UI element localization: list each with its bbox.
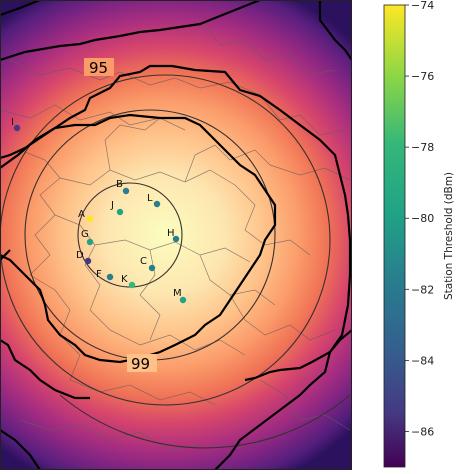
contour-95-label-bg bbox=[84, 58, 114, 76]
colorbar: −74 −76 −78 −80 −82 −84 −86 Station Threshold … bbox=[383, 0, 455, 468]
range-circle-outer bbox=[0, 74, 331, 406]
station-f-label: F bbox=[96, 269, 102, 280]
contour-99-label-bg bbox=[127, 354, 157, 372]
contour-lines bbox=[0, 0, 352, 470]
contour-95-left-stub bbox=[0, 249, 11, 261]
colorbar-tick-label: −80 bbox=[411, 212, 434, 225]
border-line bbox=[19, 419, 201, 451]
station-h-label: H bbox=[167, 228, 175, 239]
contour-95 bbox=[0, 64, 352, 382]
border-line bbox=[29, 274, 81, 381]
colorbar-bar bbox=[384, 5, 405, 467]
contour-outer-right-top bbox=[318, 0, 352, 61]
station-c-label: C bbox=[140, 256, 147, 267]
colorbar-tick-label: −84 bbox=[411, 354, 434, 367]
range-circle-lower-arc bbox=[59, 394, 351, 449]
contour-outer-corner bbox=[0, 0, 41, 17]
station-g-marker bbox=[86, 238, 94, 246]
station-k-label: K bbox=[121, 274, 128, 285]
station-i-label: I bbox=[11, 117, 14, 128]
border-line bbox=[234, 184, 311, 256]
station-j-marker bbox=[116, 208, 124, 216]
contour-99-label: 99 bbox=[131, 355, 150, 373]
station-a-marker bbox=[86, 215, 94, 223]
station-c-marker bbox=[148, 264, 156, 272]
border-line bbox=[259, 379, 351, 431]
station-b-label: B bbox=[116, 179, 123, 190]
colorbar-tick-label: −82 bbox=[411, 283, 434, 296]
colorbar-ticks: −74 −76 −78 −80 −82 −84 −86 bbox=[405, 0, 434, 438]
border-line bbox=[104, 117, 161, 171]
border-line bbox=[229, 294, 336, 341]
station-l-marker bbox=[153, 200, 161, 208]
station-l-label: L bbox=[147, 193, 153, 204]
border-line bbox=[184, 144, 271, 183]
contour-outer-top bbox=[0, 0, 261, 62]
station-a-label: A bbox=[78, 209, 85, 220]
border-line bbox=[269, 164, 351, 181]
colorbar-frame bbox=[383, 4, 406, 468]
station-b-marker bbox=[122, 187, 130, 195]
map-frame bbox=[0, 0, 352, 470]
station-markers: A B C D F G H I J K L M bbox=[11, 117, 187, 304]
range-circles bbox=[0, 74, 351, 449]
contour-99 bbox=[0, 113, 277, 364]
border-line bbox=[109, 329, 246, 356]
station-f-marker bbox=[106, 273, 114, 281]
border-line bbox=[9, 59, 261, 96]
station-k-marker bbox=[128, 281, 136, 289]
border-line bbox=[59, 169, 236, 186]
colorbar-title: Station Threshold (dBm) bbox=[443, 172, 455, 300]
border-line bbox=[54, 214, 111, 331]
station-g-label: G bbox=[81, 229, 89, 240]
station-h-marker bbox=[172, 235, 180, 243]
border-line bbox=[259, 94, 346, 136]
contour-95-label: 95 bbox=[89, 59, 108, 77]
station-d-label: D bbox=[76, 250, 84, 261]
colorbar-tick-label: −86 bbox=[411, 425, 434, 438]
station-i-marker bbox=[13, 124, 21, 132]
contour-95-bottomleft bbox=[0, 339, 90, 400]
border-line bbox=[199, 19, 336, 76]
contour-outer-bottomleft bbox=[0, 429, 41, 470]
colorbar-tick-label: −74 bbox=[411, 0, 434, 12]
colorbar-tick-label: −78 bbox=[411, 141, 434, 154]
map-area[interactable]: 95 99 A B C D F G H I J K L M bbox=[0, 0, 352, 470]
station-d-marker bbox=[84, 257, 92, 265]
contour-labels: 95 99 bbox=[84, 58, 157, 373]
station-m-label: M bbox=[173, 288, 182, 299]
border-line bbox=[0, 104, 186, 131]
heatmap-background bbox=[0, 0, 352, 470]
station-j-label: J bbox=[110, 200, 114, 211]
border-lines bbox=[0, 19, 351, 451]
colorbar-tick-label: −76 bbox=[411, 70, 434, 83]
station-m-marker bbox=[179, 296, 187, 304]
